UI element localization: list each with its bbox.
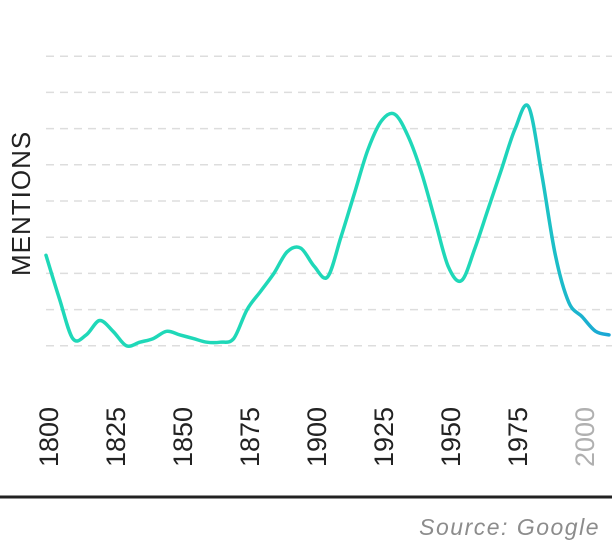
source-note: Source: Google — [419, 514, 600, 540]
gridlines — [46, 55, 612, 347]
x-tick-label: 1875 — [235, 407, 265, 467]
x-tick-label: 1975 — [503, 407, 533, 467]
x-tick-label: 1825 — [101, 407, 131, 467]
x-tick-label: 1925 — [369, 407, 399, 467]
x-tick-label: 1850 — [168, 407, 198, 467]
x-axis-ticks: 1800 1825 1850 1875 1900 1925 1950 1975 2000 — [34, 407, 600, 467]
x-tick-label: 1900 — [302, 407, 332, 467]
series-line — [44, 103, 611, 348]
x-tick-label: 1800 — [34, 407, 64, 467]
x-tick-label: 1950 — [436, 407, 466, 467]
y-axis-label: MENTIONS — [6, 131, 36, 276]
x-tick-label: 2000 — [570, 407, 600, 467]
